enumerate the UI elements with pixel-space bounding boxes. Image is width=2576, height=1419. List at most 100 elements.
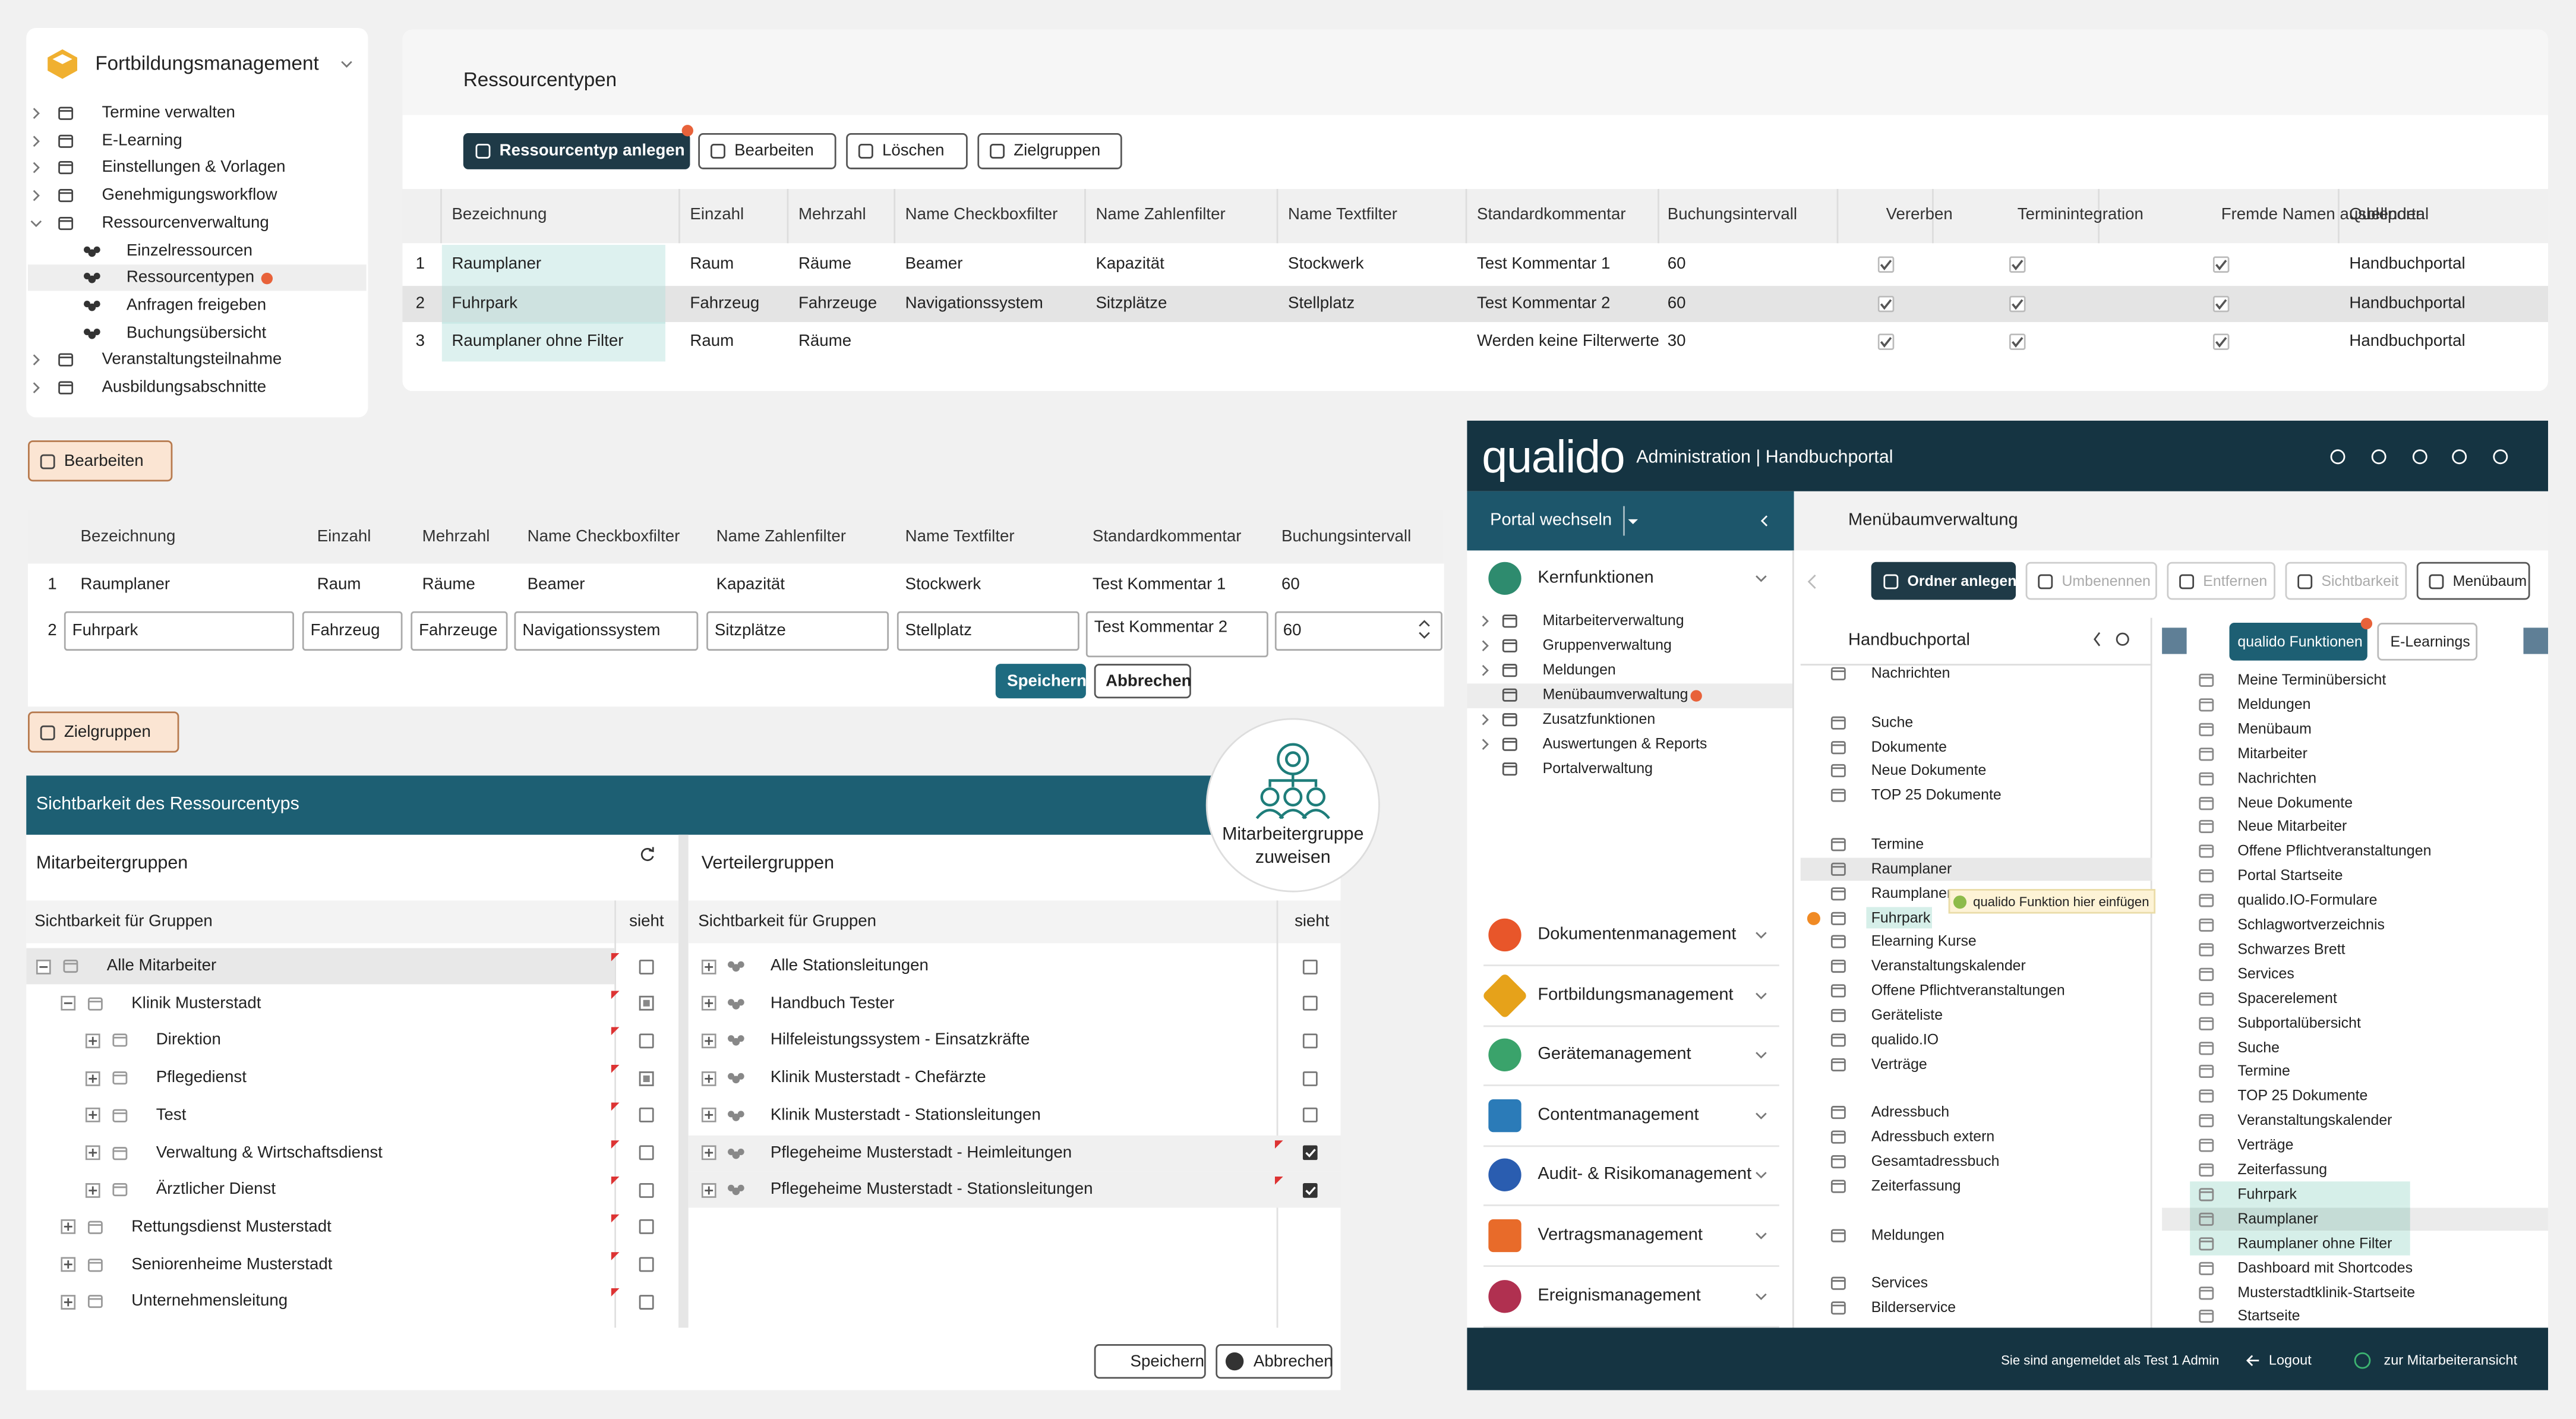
- module-item[interactable]: Contentmanagement: [1538, 1105, 1699, 1125]
- nav-subitem[interactable]: Einzelressourcen: [126, 241, 253, 260]
- function-item[interactable]: Zeiterfassung: [2237, 1161, 2328, 1178]
- input-field[interactable]: [706, 611, 889, 651]
- button-label[interactable]: Löschen: [882, 142, 945, 160]
- function-item[interactable]: Menübaum: [2237, 720, 2312, 737]
- checkbox[interactable]: [1302, 996, 1317, 1011]
- function-item[interactable]: Schlagwortverzeichnis: [2237, 916, 2385, 933]
- input-field[interactable]: [64, 611, 294, 651]
- module-item[interactable]: Gerätemanagement: [1538, 1044, 1691, 1065]
- switch-view[interactable]: zur Mitarbeiteransicht: [2384, 1351, 2518, 1368]
- button-label[interactable]: Zielgruppen: [1014, 142, 1101, 160]
- checkbox[interactable]: [638, 1219, 654, 1235]
- function-item[interactable]: Mitarbeiter: [2237, 745, 2307, 761]
- function-item[interactable]: Dashboard mit Shortcodes: [2237, 1259, 2413, 1276]
- tree-item[interactable]: Suche: [1871, 713, 1914, 730]
- module-item[interactable]: Fortbildungsmanagement: [1538, 984, 1734, 1004]
- function-item[interactable]: Meine Terminübersicht: [2237, 671, 2386, 688]
- button[interactable]: [2025, 562, 2157, 600]
- tree-item[interactable]: Offene Pflichtveranstaltungen: [1871, 982, 2065, 999]
- button[interactable]: [28, 711, 179, 753]
- module-item[interactable]: Vertragsmanagement: [1538, 1225, 1703, 1245]
- input-value[interactable]: Navigationssystem: [522, 622, 661, 641]
- checkbox[interactable]: [638, 1033, 654, 1048]
- module-item[interactable]: Audit- & Risikomanagement: [1538, 1165, 1752, 1185]
- tree-item[interactable]: Neue Dokumente: [1871, 762, 1987, 779]
- button-label[interactable]: Entfernen: [2203, 572, 2268, 588]
- nav-item[interactable]: Portalverwaltung: [1542, 759, 1653, 777]
- button[interactable]: [846, 133, 968, 169]
- nav-item[interactable]: Menübaumverwaltung: [1542, 686, 1688, 703]
- button-label[interactable]: Bearbeiten: [734, 142, 814, 160]
- function-item[interactable]: Veranstaltungskalender: [2237, 1112, 2392, 1128]
- input-value[interactable]: Fuhrpark: [72, 622, 138, 641]
- nav-item[interactable]: Ausbildungsabschnitte: [102, 379, 267, 397]
- button[interactable]: [1216, 1344, 1333, 1379]
- button[interactable]: [463, 133, 690, 169]
- checkbox[interactable]: [638, 1294, 654, 1310]
- function-item[interactable]: Termine: [2237, 1062, 2290, 1080]
- function-item[interactable]: TOP 25 Dokumente: [2237, 1087, 2368, 1104]
- tree-item[interactable]: Services: [1871, 1275, 1928, 1291]
- checkbox[interactable]: [638, 1182, 654, 1198]
- checkbox[interactable]: [638, 1257, 654, 1272]
- module-item[interactable]: Dokumentenmanagement: [1538, 924, 1737, 944]
- tree-item[interactable]: Adressbuch: [1871, 1103, 1950, 1121]
- input-field[interactable]: [302, 611, 403, 651]
- button-label[interactable]: Zielgruppen: [64, 723, 151, 742]
- nav-item[interactable]: Veranstaltungsteilnahme: [102, 351, 282, 370]
- tab[interactable]: [2377, 623, 2478, 661]
- function-item[interactable]: Musterstadtklinik-Startseite: [2237, 1283, 2416, 1300]
- input-value[interactable]: Fahrzeug: [310, 622, 380, 641]
- checkbox[interactable]: [1302, 1033, 1317, 1048]
- function-item[interactable]: Offene Pflichtveranstaltungen: [2237, 843, 2432, 859]
- function-item[interactable]: Subportalübersicht: [2237, 1014, 2361, 1031]
- function-item[interactable]: Services: [2237, 965, 2294, 982]
- input-value[interactable]: Test Kommentar 2: [1094, 619, 1228, 637]
- input-field[interactable]: [896, 611, 1079, 651]
- function-item[interactable]: Verträge: [2237, 1136, 2294, 1153]
- tree-item[interactable]: Dokumente: [1871, 737, 1947, 755]
- button-label[interactable]: Abbrechen: [1253, 1352, 1333, 1371]
- tree-item[interactable]: Raumplaner: [1871, 884, 1952, 901]
- tab[interactable]: [2229, 623, 2367, 661]
- checkbox[interactable]: [638, 996, 654, 1011]
- tree-item[interactable]: Termine: [1871, 835, 1924, 852]
- button-label[interactable]: Speichern: [1007, 672, 1087, 690]
- function-item[interactable]: Neue Mitarbeiter: [2237, 818, 2347, 835]
- function-item[interactable]: Nachrichten: [2237, 769, 2317, 786]
- function-item[interactable]: Startseite: [2237, 1307, 2300, 1325]
- nav-item[interactable]: Gruppenverwaltung: [1542, 636, 1672, 654]
- tree-item[interactable]: Gesamtadressbuch: [1871, 1152, 2000, 1169]
- logout[interactable]: Logout: [2268, 1351, 2312, 1368]
- function-item[interactable]: Neue Dokumente: [2237, 793, 2353, 811]
- button[interactable]: [1094, 664, 1191, 699]
- button[interactable]: [1094, 1344, 1206, 1379]
- tree-item[interactable]: Raumplaner: [1871, 860, 1952, 876]
- input-field[interactable]: [514, 611, 699, 651]
- checkbox[interactable]: [638, 958, 654, 974]
- nav-item[interactable]: Termine verwalten: [102, 104, 235, 123]
- tab-label[interactable]: E-Learnings: [2390, 632, 2470, 649]
- tree-item[interactable]: Bilderservice: [1871, 1299, 1956, 1316]
- nav-subitem[interactable]: Buchungsübersicht: [126, 324, 267, 342]
- function-item[interactable]: Suche: [2237, 1038, 2280, 1055]
- function-item[interactable]: Spacerelement: [2237, 989, 2337, 1006]
- tree-item[interactable]: Zeiterfassung: [1871, 1177, 1961, 1194]
- nav-item[interactable]: E-Learning: [102, 131, 182, 150]
- nav-item[interactable]: Mitarbeiterverwaltung: [1542, 612, 1684, 629]
- function-item[interactable]: Fuhrpark: [2237, 1185, 2297, 1202]
- checkbox[interactable]: [1302, 1070, 1317, 1086]
- function-item[interactable]: Schwarzes Brett: [2237, 940, 2345, 957]
- button[interactable]: [2167, 562, 2275, 600]
- scroll-btn[interactable]: [2162, 627, 2187, 654]
- input-field[interactable]: [1274, 611, 1442, 651]
- button-label[interactable]: Ressourcentyp anlegen: [499, 142, 685, 160]
- nav-item[interactable]: Zusatzfunktionen: [1542, 710, 1656, 727]
- portal-switch[interactable]: Portal wechseln: [1490, 510, 1612, 530]
- button-label[interactable]: Sichtbarkeit: [2321, 572, 2399, 588]
- function-item[interactable]: qualido.IO-Formulare: [2237, 891, 2378, 909]
- tree-item[interactable]: TOP 25 Dokumente: [1871, 786, 2002, 803]
- button-label[interactable]: Speichern: [1130, 1352, 1205, 1371]
- tree-item[interactable]: Adressbuch extern: [1871, 1128, 1995, 1145]
- input-value[interactable]: Stellplatz: [905, 622, 972, 641]
